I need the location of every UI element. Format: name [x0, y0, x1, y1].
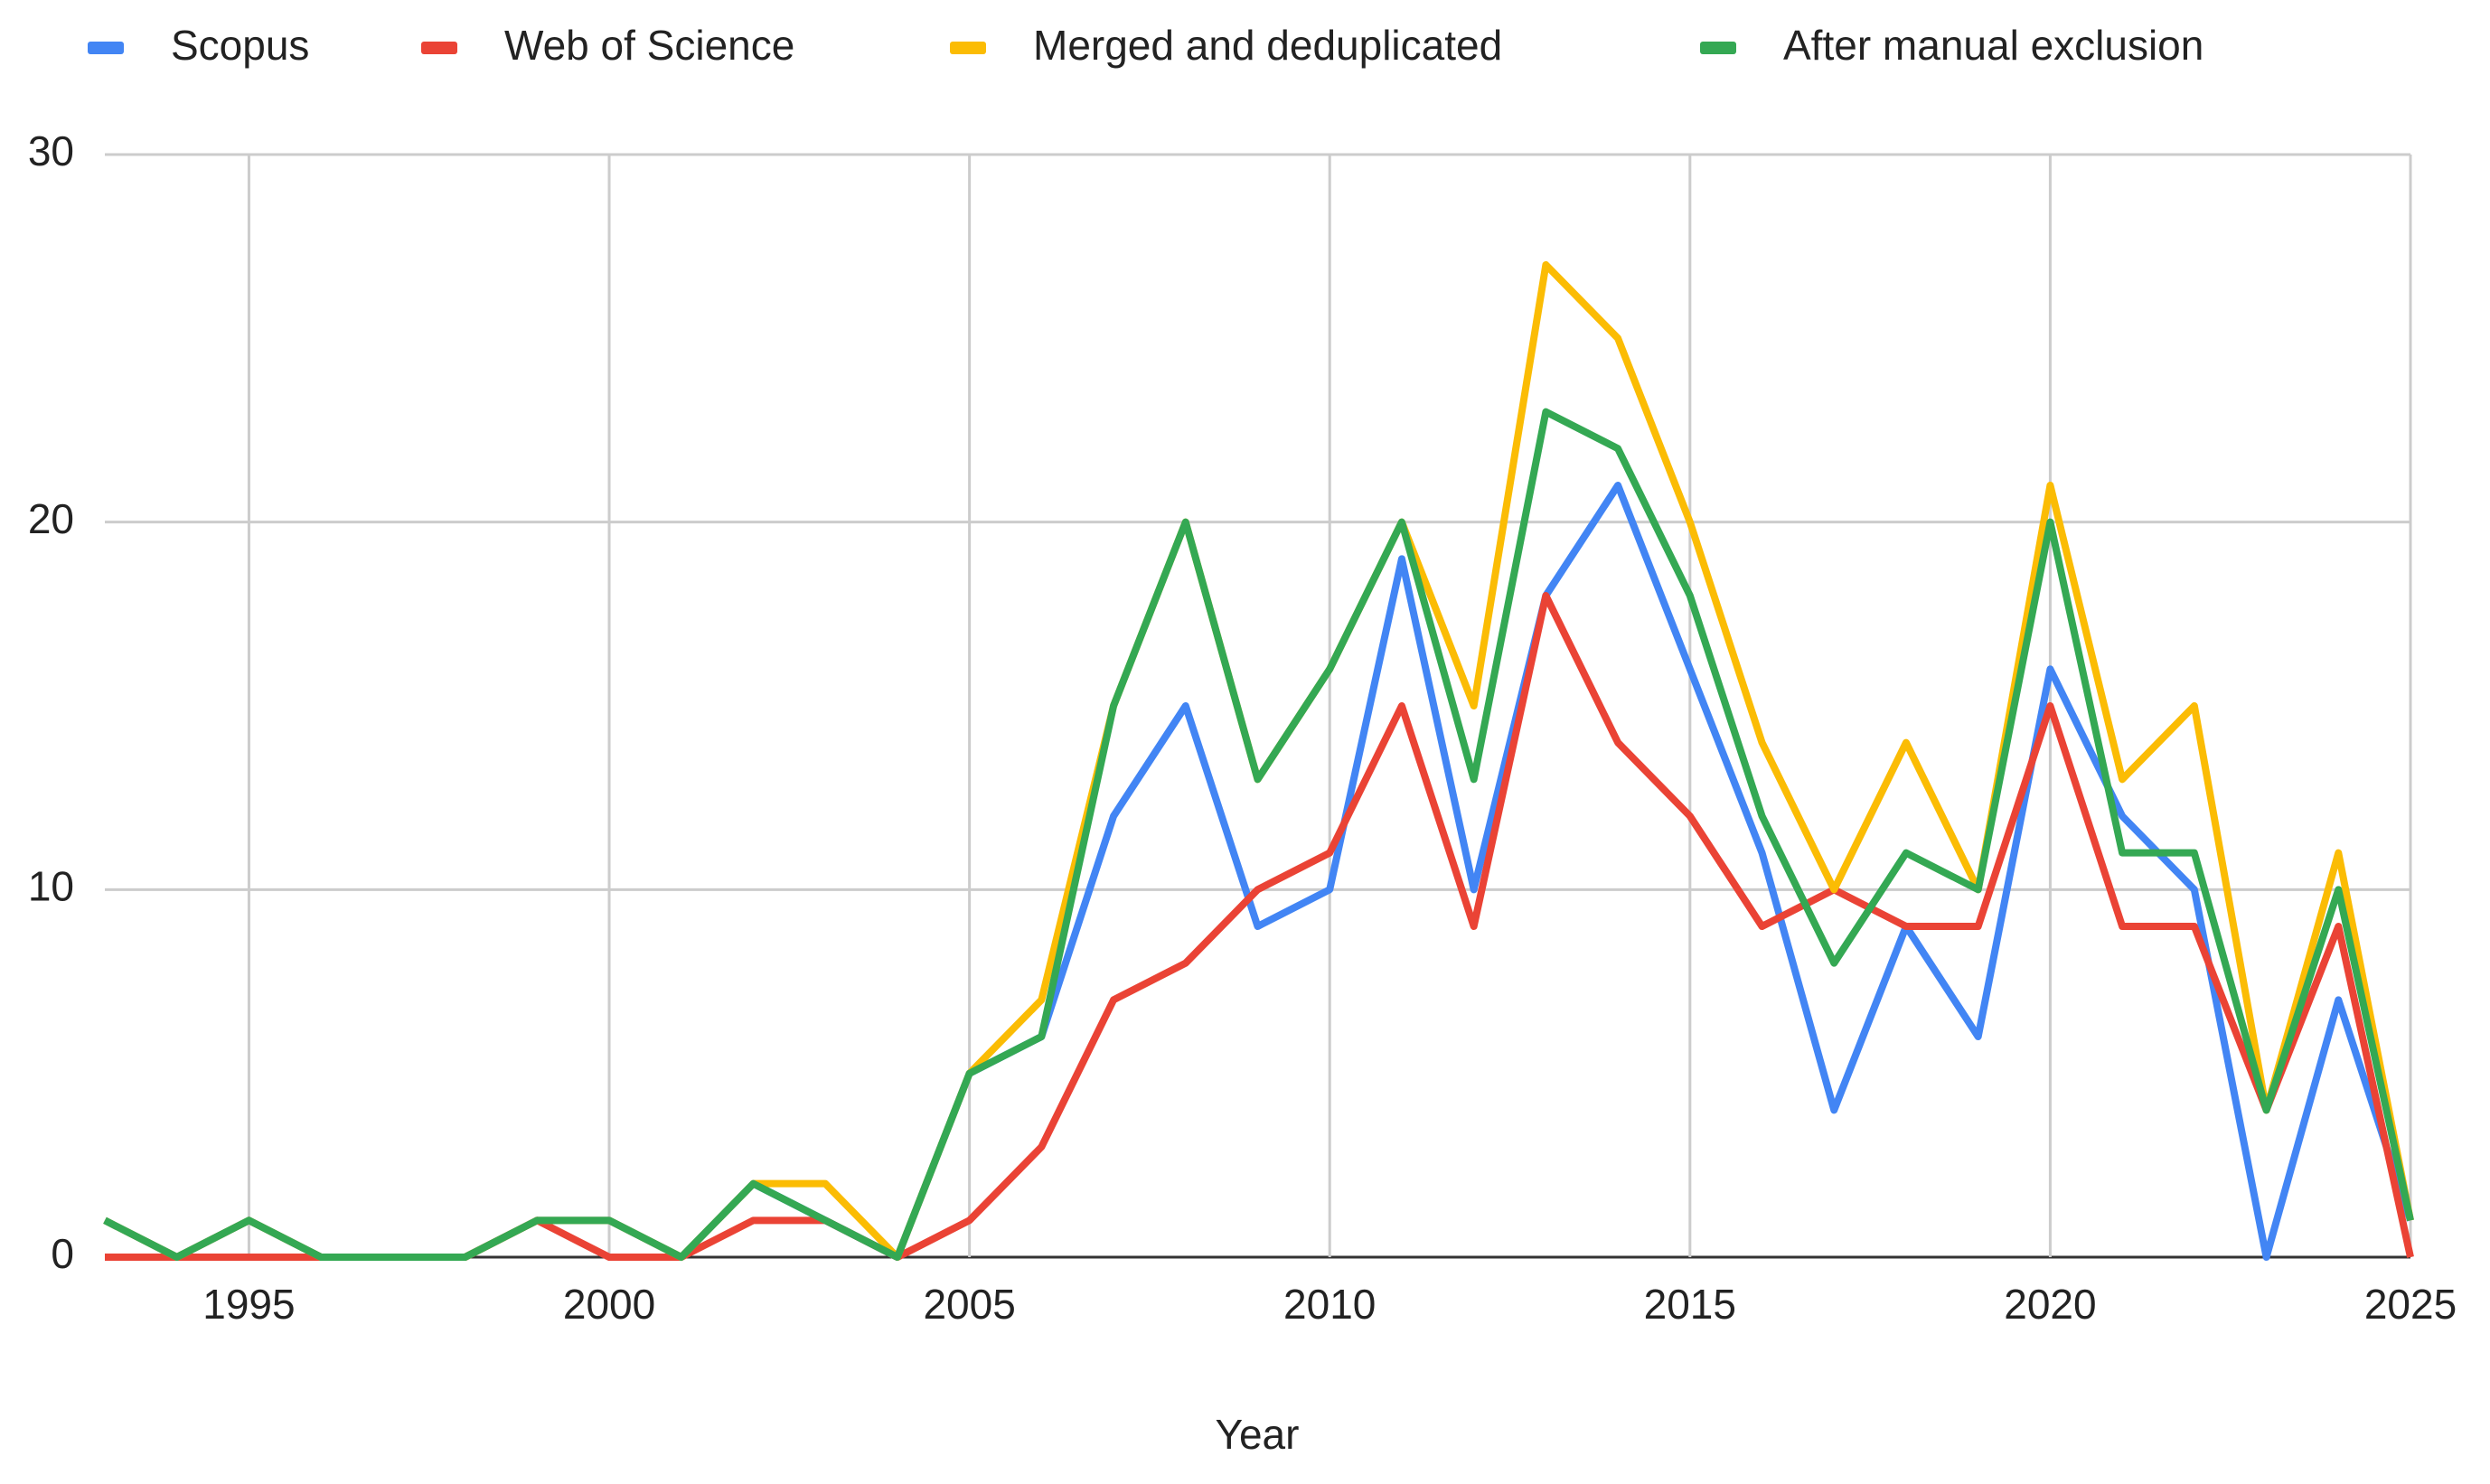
legend-swatch — [421, 42, 457, 54]
legend-label: After manual exclusion — [1783, 22, 2203, 69]
legend-swatch — [1700, 42, 1736, 54]
legend-label: Merged and deduplicated — [1033, 22, 1502, 69]
x-tick-label: 2005 — [923, 1281, 1015, 1328]
x-tick-label: 1995 — [202, 1281, 295, 1328]
legend-swatch — [950, 42, 986, 54]
x-tick-label: 2015 — [1644, 1281, 1736, 1328]
x-axis-title: Year — [1216, 1411, 1300, 1458]
series-line — [103, 408, 2414, 1261]
x-tick-label: 2025 — [2364, 1281, 2457, 1328]
y-tick-label: 10 — [28, 862, 74, 909]
x-tick-label: 2020 — [2004, 1281, 2096, 1328]
y-tick-label: 0 — [51, 1230, 74, 1277]
y-tick-label: 30 — [28, 127, 74, 174]
legend-label: Scopus — [171, 22, 309, 69]
legend-label: Web of Science — [504, 22, 794, 69]
x-tick-label: 2000 — [563, 1281, 655, 1328]
legend-swatch — [88, 42, 124, 54]
x-tick-label: 2010 — [1283, 1281, 1376, 1328]
y-tick-label: 20 — [28, 495, 74, 542]
